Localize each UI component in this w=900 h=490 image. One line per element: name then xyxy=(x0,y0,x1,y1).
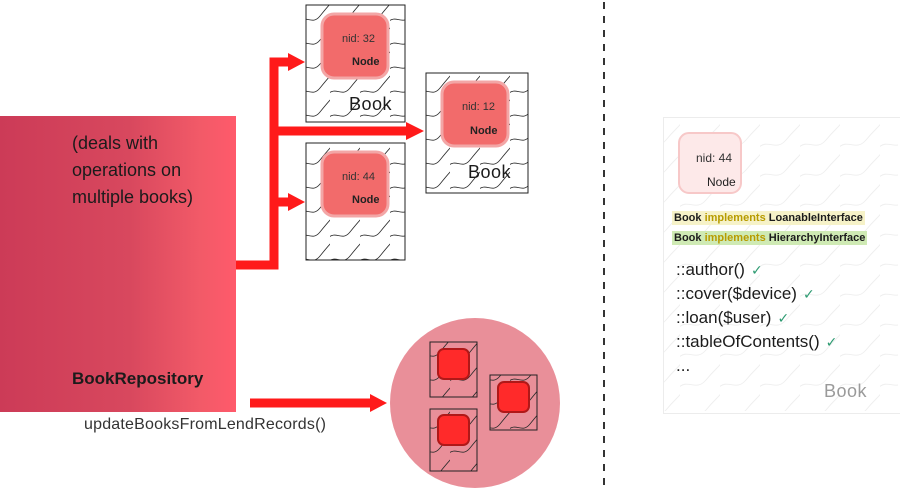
book-title: Book xyxy=(349,94,393,114)
implements-hierarchy-line: Book implements HierarchyInterface xyxy=(672,231,868,245)
detail-node-label: Node xyxy=(707,175,736,189)
mini-node xyxy=(437,414,470,446)
node-label: Node xyxy=(352,194,380,206)
node-label: Node xyxy=(352,56,380,68)
node-label: Node xyxy=(470,125,498,137)
method-name: ::loan($user) xyxy=(676,308,772,327)
detail-node-box xyxy=(678,132,742,194)
method-name: ::tableOfContents() xyxy=(676,332,820,351)
check-icon: ✓ xyxy=(750,262,763,278)
repository-method-label: updateBooksFromLendRecords() xyxy=(84,416,327,433)
arrow-to-book-32 xyxy=(236,57,290,270)
node-box xyxy=(320,150,390,218)
book-repository-box xyxy=(0,116,236,412)
method-item: ::cover($device) ✓ xyxy=(676,282,837,306)
book-card-nid-44 xyxy=(305,142,406,261)
repository-description: (deals with operations on multiple books… xyxy=(72,130,232,211)
method-name: ::cover($device) xyxy=(676,284,797,303)
detail-nid-label: nid: 44 xyxy=(696,151,733,165)
arrow-head xyxy=(370,394,387,412)
node-nid-label: nid: 12 xyxy=(462,101,496,113)
method-item: ::loan($user) ✓ xyxy=(676,306,837,330)
book-collection-group xyxy=(390,318,560,488)
method-name: ::author() xyxy=(676,260,745,279)
book-card-nid-12 xyxy=(425,72,529,194)
arrow-head xyxy=(288,53,305,71)
node-box xyxy=(440,80,510,148)
node-nid-label: nid: 32 xyxy=(342,33,376,45)
implements-loanable-line: Book implements LoanableInterface xyxy=(672,211,865,225)
mini-node xyxy=(437,348,470,380)
method-ellipsis: ... xyxy=(676,356,691,375)
check-icon: ✓ xyxy=(777,310,790,326)
check-icon: ✓ xyxy=(802,286,815,302)
repository-description-line: operations on xyxy=(72,160,182,180)
arrow-head xyxy=(406,122,424,140)
repository-name: BookRepository xyxy=(72,369,204,388)
book-card-nid-32 xyxy=(305,4,406,123)
mini-node xyxy=(497,381,530,413)
repository-to-books-arrows xyxy=(236,57,408,270)
method-item: ::author() ✓ xyxy=(676,258,837,282)
book-detail-card xyxy=(663,117,900,414)
book-title: Book xyxy=(468,162,512,182)
check-icon: ✓ xyxy=(825,334,838,350)
node-nid-label: nid: 44 xyxy=(342,171,376,183)
repository-description-line: (deals with xyxy=(72,133,159,153)
implements-keyword: implements xyxy=(704,212,766,224)
implements-keyword: implements xyxy=(704,232,766,244)
detail-book-title: Book xyxy=(824,381,868,401)
node-box xyxy=(320,12,390,80)
implements-interface: HierarchyInterface xyxy=(768,232,866,244)
repository-description-line: multiple books) xyxy=(72,187,194,207)
book-method-list: ::author() ✓ ::cover($device) ✓ ::loan($us… xyxy=(676,258,837,378)
implements-interface: LoanableInterface xyxy=(768,212,863,224)
implements-subject: Book xyxy=(674,212,702,224)
method-item: ::tableOfContents() ✓ xyxy=(676,330,837,354)
arrow-head xyxy=(288,193,305,211)
implements-subject: Book xyxy=(674,232,702,244)
arrow-heads xyxy=(288,53,424,211)
